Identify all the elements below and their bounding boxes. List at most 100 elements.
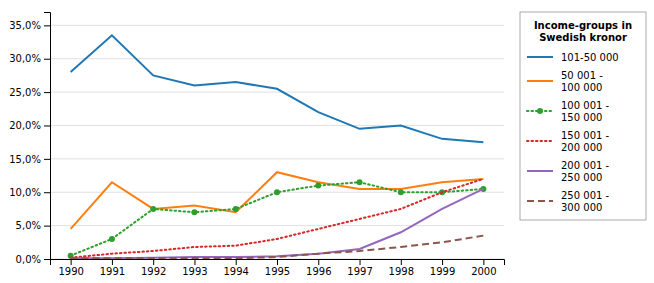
legend-label: 101-50 000 (561, 52, 619, 63)
x-tick-label: 1997 (347, 266, 372, 277)
y-tick: 30,0% (9, 53, 50, 64)
legend-swatch (527, 170, 553, 172)
grid (50, 25, 504, 259)
y-tick-mark (44, 125, 50, 126)
x-tick-mark (277, 259, 278, 265)
grid-line (50, 25, 504, 26)
point-marker (150, 206, 156, 212)
y-tick-label: 0,0% (16, 254, 41, 265)
legend-item: 101-50 000 (527, 52, 619, 63)
x-tick-mark (71, 259, 72, 265)
grid-line (50, 92, 504, 93)
x-tick: 1995 (265, 259, 290, 277)
x-tick-label: 1996 (306, 266, 331, 277)
grid-line (50, 158, 504, 159)
x-tick: 1996 (306, 259, 331, 277)
y-tick: 15,0% (9, 154, 50, 165)
x-tick: 1998 (389, 259, 414, 277)
point-marker (109, 236, 115, 242)
y-tick: 25,0% (9, 87, 50, 98)
x-tick: 1999 (430, 259, 455, 277)
y-axis: 0,0% 5,0% 10,0% 15,0% 20,0% 25,0% 30,0% 35,0% (9, 13, 50, 265)
y-tick: 5,0% (16, 220, 50, 231)
series-line (71, 236, 484, 259)
x-tick: 1993 (182, 259, 207, 277)
legend-item: 50 001 -100 000 (527, 70, 603, 93)
legend-label: 150 001 -200 000 (561, 130, 610, 153)
x-tick-mark (194, 259, 195, 265)
x-tick-label: 1990 (58, 266, 83, 277)
legend-swatch (527, 80, 553, 82)
legend-item: 200 001 -250 000 (527, 160, 610, 183)
y-tick-mark (44, 159, 50, 160)
y-tick-mark (44, 59, 50, 60)
y-tick-label: 10,0% (9, 187, 41, 198)
y-tick: 20,0% (9, 120, 50, 131)
legend-label: 200 001 -250 000 (561, 160, 610, 183)
x-tick-mark (360, 259, 361, 265)
legend-frame (520, 12, 646, 220)
x-tick-label: 1999 (430, 266, 455, 277)
y-tick-mark (44, 92, 50, 93)
x-tick-label: 2000 (471, 266, 496, 277)
legend-title: Income-groups inSwedish kronor (534, 20, 632, 43)
x-tick-mark (153, 259, 154, 265)
grid-line (50, 125, 504, 126)
x-axis: 1990 1991 1992 1993 1994 1995 1996 1997 1998 1999… (51, 259, 505, 277)
x-tick-label: 1993 (182, 266, 207, 277)
x-tick-mark (236, 259, 237, 265)
x-tick-label: 1994 (224, 266, 249, 277)
point-marker (191, 209, 197, 215)
y-tick-label: 5,0% (16, 220, 41, 231)
x-tick-label: 1991 (100, 266, 125, 277)
legend-item: 250 001 -300 000 (527, 190, 610, 213)
point-marker (233, 206, 239, 212)
x-tick: 1997 (347, 259, 372, 277)
legend: Income-groups inSwedish kronor 101-50 000… (520, 12, 646, 220)
legend-swatch (527, 56, 553, 58)
x-tick-label: 1995 (265, 266, 290, 277)
x-tick: 1990 (58, 259, 83, 277)
x-tick: 1992 (141, 259, 166, 277)
y-tick-mark (44, 226, 50, 227)
y-tick-mark (44, 25, 50, 26)
y-tick: 10,0% (9, 187, 50, 198)
x-tick: 1991 (100, 259, 125, 277)
y-tick: 0,0% (16, 254, 50, 265)
plot: 1990 1991 1992 1993 1994 1995 1996 1997 1998 1999… (9, 13, 504, 278)
legend-item: 150 001 -200 000 (527, 130, 610, 153)
legend-item: 100 001 -150 000 (527, 100, 610, 123)
chart: 1990 1991 1992 1993 1994 1995 1996 1997 1998 1999… (0, 0, 654, 283)
legend-marker (537, 108, 543, 114)
legend-swatch (527, 200, 553, 202)
series-group (68, 35, 487, 258)
x-tick-mark (401, 259, 402, 265)
legend-label: 100 001 -150 000 (561, 100, 610, 123)
point-marker (398, 189, 404, 195)
x-tick: 1994 (224, 259, 249, 277)
x-tick: 2000 (471, 259, 496, 277)
y-tick-mark (44, 259, 50, 260)
grid-line (50, 58, 504, 59)
series-line (71, 182, 484, 255)
grid-line (50, 225, 504, 226)
point-marker (315, 183, 321, 189)
y-tick-label: 20,0% (9, 120, 41, 131)
point-marker (357, 179, 363, 185)
x-tick-label: 1992 (141, 266, 166, 277)
x-tick-label: 1998 (389, 266, 414, 277)
y-axis-line (44, 13, 51, 260)
x-tick-mark (442, 259, 443, 265)
point-marker (274, 189, 280, 195)
y-tick-mark (44, 192, 50, 193)
y-tick-label: 30,0% (9, 53, 41, 64)
x-tick-mark (483, 259, 484, 265)
y-tick-label: 35,0% (9, 20, 41, 31)
x-tick-mark (318, 259, 319, 265)
y-tick: 35,0% (9, 20, 50, 31)
x-axis-line (51, 260, 505, 266)
series-markers (68, 179, 487, 258)
series-line (71, 179, 484, 258)
y-tick-label: 25,0% (9, 87, 41, 98)
series-line (71, 35, 484, 142)
